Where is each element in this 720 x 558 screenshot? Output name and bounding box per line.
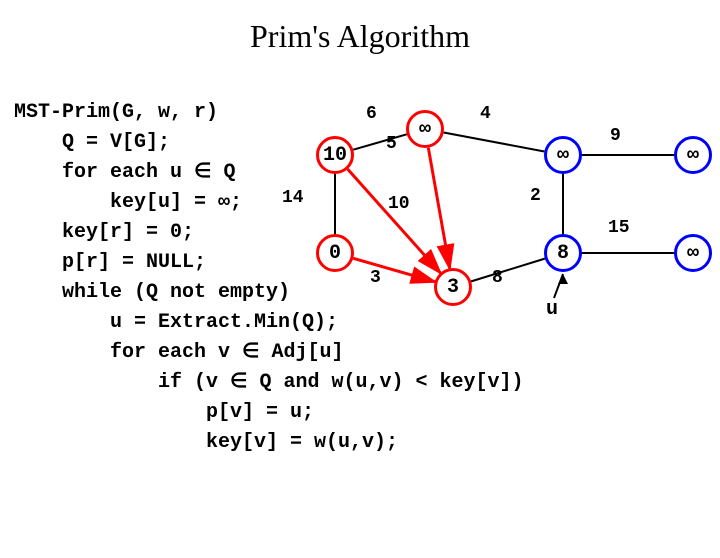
graph-node: ∞ [544,136,582,174]
page-title: Prim's Algorithm [0,18,720,55]
edge-weight: 4 [480,104,491,124]
u-label: u [546,298,558,321]
edge-weight: 10 [388,194,410,214]
edge-weight: 2 [530,186,541,206]
graph-edge [348,169,441,273]
graph-node: 3 [434,268,472,306]
graph-edges [280,98,710,338]
edge-weight: 9 [610,126,621,146]
graph-node: 0 [316,234,354,272]
graph-edge [353,134,406,149]
graph-edge [471,259,545,282]
edge-weight: 8 [492,268,503,288]
edge-weight: 3 [370,268,381,288]
edge-weight: 5 [386,134,397,154]
edge-weight: 14 [282,188,304,208]
graph-edge [428,148,449,269]
graph-node: ∞ [406,110,444,148]
graph-node: ∞ [674,136,712,174]
graph-edge [353,258,434,281]
graph-node: 8 [544,234,582,272]
u-pointer-arrow [554,274,563,298]
graph-node: 10 [316,136,354,174]
edge-weight: 6 [366,104,377,124]
graph-node: ∞ [674,234,712,272]
graph-diagram: 10∞∞∞038∞ 6491451023815u [280,98,710,338]
u-pointer-arrowhead [558,274,568,284]
graph-edge [444,133,545,152]
edge-weight: 15 [608,218,630,238]
